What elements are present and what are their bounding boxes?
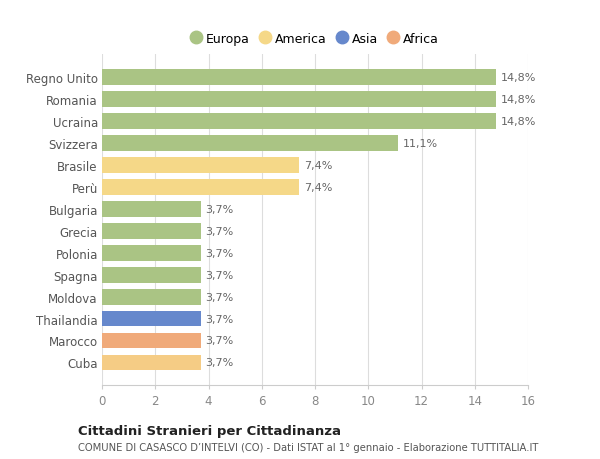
Text: 3,7%: 3,7% <box>205 204 233 214</box>
Bar <box>102 202 200 217</box>
Text: 3,7%: 3,7% <box>205 336 233 346</box>
Text: COMUNE DI CASASCO D’INTELVI (CO) - Dati ISTAT al 1° gennaio - Elaborazione TUTTI: COMUNE DI CASASCO D’INTELVI (CO) - Dati … <box>78 442 538 452</box>
Bar <box>102 179 299 196</box>
Legend: Europa, America, Asia, Africa: Europa, America, Asia, Africa <box>186 28 444 51</box>
Text: 3,7%: 3,7% <box>205 292 233 302</box>
Text: 7,4%: 7,4% <box>304 183 332 192</box>
Bar <box>102 92 496 108</box>
Bar <box>102 224 200 239</box>
Text: 14,8%: 14,8% <box>501 117 536 127</box>
Text: 3,7%: 3,7% <box>205 226 233 236</box>
Bar <box>102 70 496 86</box>
Text: 3,7%: 3,7% <box>205 270 233 280</box>
Text: 3,7%: 3,7% <box>205 248 233 258</box>
Text: 3,7%: 3,7% <box>205 314 233 324</box>
Text: 14,8%: 14,8% <box>501 95 536 105</box>
Bar <box>102 114 496 129</box>
Bar <box>102 355 200 370</box>
Bar <box>102 245 200 261</box>
Bar <box>102 267 200 283</box>
Bar <box>102 136 398 151</box>
Text: 3,7%: 3,7% <box>205 358 233 368</box>
Text: 7,4%: 7,4% <box>304 161 332 171</box>
Bar <box>102 311 200 327</box>
Bar <box>102 158 299 174</box>
Text: 11,1%: 11,1% <box>403 139 437 149</box>
Bar <box>102 289 200 305</box>
Text: Cittadini Stranieri per Cittadinanza: Cittadini Stranieri per Cittadinanza <box>78 425 341 437</box>
Text: 14,8%: 14,8% <box>501 73 536 83</box>
Bar <box>102 333 200 349</box>
